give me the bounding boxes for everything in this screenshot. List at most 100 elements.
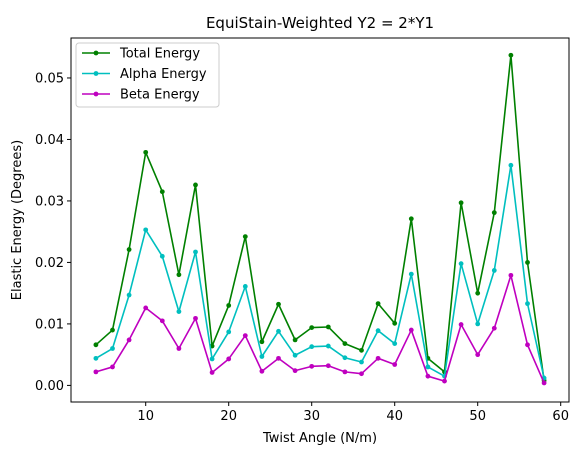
data-point-total-energy [159, 189, 165, 195]
data-point-total-energy [508, 52, 514, 58]
data-point-alpha-energy [309, 344, 315, 350]
data-point-alpha-energy [209, 356, 215, 362]
data-point-beta-energy [110, 364, 115, 370]
data-point-total-energy [309, 325, 315, 331]
series-line-alpha-energy [95, 164, 545, 379]
data-point-total-energy [110, 327, 115, 333]
data-point-alpha-energy [525, 301, 530, 307]
data-point-total-energy [342, 341, 348, 346]
legend-label-beta-energy: Beta Energy [120, 88, 200, 103]
chart-title: EquiStain-Weighted Y2 = 2*Y1 [206, 14, 434, 32]
data-point-beta-energy [508, 272, 514, 278]
data-point-beta-energy [93, 369, 99, 375]
data-point-beta-energy [159, 318, 165, 324]
x-tick-label: 50 [469, 409, 486, 424]
data-point-beta-energy [126, 337, 132, 343]
data-point-total-energy [491, 210, 497, 216]
data-point-beta-energy [209, 370, 215, 375]
data-point-total-energy [392, 320, 398, 326]
data-point-beta-energy [458, 322, 464, 327]
data-point-total-energy [143, 149, 149, 155]
data-point-beta-energy [491, 325, 497, 331]
data-point-total-energy [126, 247, 132, 252]
y-tick-label: 0.01 [35, 317, 64, 332]
x-tick-label: 40 [386, 409, 403, 424]
legend-marker-total-energy [93, 50, 99, 56]
data-point-alpha-energy [93, 355, 99, 361]
data-point-beta-energy [442, 378, 447, 384]
x-tick-label: 10 [137, 409, 154, 424]
data-point-total-energy [375, 301, 381, 307]
data-point-total-energy [276, 301, 281, 307]
data-point-alpha-energy [226, 329, 232, 335]
data-point-alpha-energy [259, 354, 265, 359]
legend: Total Energy Alpha Energy Beta Energy [75, 42, 220, 108]
legend-box [75, 42, 220, 108]
data-point-beta-energy [193, 315, 198, 321]
data-point-alpha-energy [491, 268, 497, 273]
data-point-total-energy [176, 272, 182, 278]
data-point-beta-energy [425, 373, 431, 379]
data-point-total-energy [242, 234, 248, 240]
plot-area [93, 52, 547, 386]
data-point-beta-energy [392, 362, 398, 367]
data-point-beta-energy [226, 356, 232, 362]
data-point-alpha-energy [159, 253, 165, 259]
data-point-beta-energy [475, 352, 481, 358]
data-point-beta-energy [292, 368, 298, 374]
data-point-beta-energy [259, 368, 265, 374]
data-point-beta-energy [342, 369, 348, 375]
data-point-total-energy [475, 290, 481, 296]
legend-label-alpha-energy: Alpha Energy [120, 67, 207, 82]
legend-label-total-energy: Total Energy [119, 47, 200, 62]
series-line-total-energy [95, 54, 545, 381]
data-point-beta-energy [325, 363, 331, 369]
data-point-beta-energy [375, 355, 381, 361]
x-axis-label: Twist Angle (N/m) [262, 431, 377, 446]
data-point-alpha-energy [193, 249, 198, 255]
data-point-beta-energy [408, 327, 414, 333]
data-point-alpha-energy [176, 309, 182, 315]
legend-marker-alpha-energy [93, 71, 99, 76]
data-point-beta-energy [143, 305, 149, 311]
data-point-total-energy [93, 342, 99, 348]
data-point-alpha-energy [508, 162, 514, 168]
y-tick-label: 0.02 [35, 256, 64, 271]
data-point-beta-energy [309, 363, 315, 369]
legend-marker-beta-energy [93, 91, 99, 97]
y-axis-label: Elastic Energy (Degrees) [10, 140, 25, 300]
data-point-total-energy [292, 337, 298, 343]
x-tick-label: 20 [220, 409, 237, 424]
data-point-beta-energy [276, 355, 281, 361]
data-point-total-energy [408, 216, 414, 222]
data-point-alpha-energy [375, 328, 381, 334]
data-point-alpha-energy [143, 227, 149, 233]
data-point-alpha-energy [325, 343, 331, 349]
data-point-alpha-energy [126, 292, 132, 298]
series-line-beta-energy [95, 274, 545, 384]
data-point-alpha-energy [292, 352, 298, 358]
data-point-total-energy [458, 200, 464, 206]
data-point-alpha-energy [392, 341, 398, 346]
data-point-beta-energy [541, 380, 547, 386]
data-point-alpha-energy [242, 284, 248, 289]
x-tick-label: 30 [303, 409, 320, 424]
data-point-beta-energy [242, 333, 248, 338]
data-point-alpha-energy [475, 321, 481, 327]
data-point-alpha-energy [425, 364, 431, 370]
axes-frame [70, 37, 570, 403]
axis-ticks: 10 20 30 40 50 60 0.00 0.01 0.02 0.03 0.04 0.05 [35, 71, 569, 424]
data-point-alpha-energy [458, 261, 464, 267]
data-point-beta-energy [525, 342, 530, 348]
data-point-total-energy [226, 303, 232, 308]
y-tick-label: 0.03 [35, 194, 64, 209]
data-point-alpha-energy [342, 355, 348, 361]
x-tick-label: 60 [552, 409, 569, 424]
data-point-alpha-energy [408, 271, 414, 277]
data-point-total-energy [259, 339, 265, 345]
data-point-total-energy [193, 182, 198, 188]
data-point-alpha-energy [359, 359, 364, 365]
data-point-beta-energy [359, 371, 364, 377]
data-point-alpha-energy [276, 328, 281, 334]
